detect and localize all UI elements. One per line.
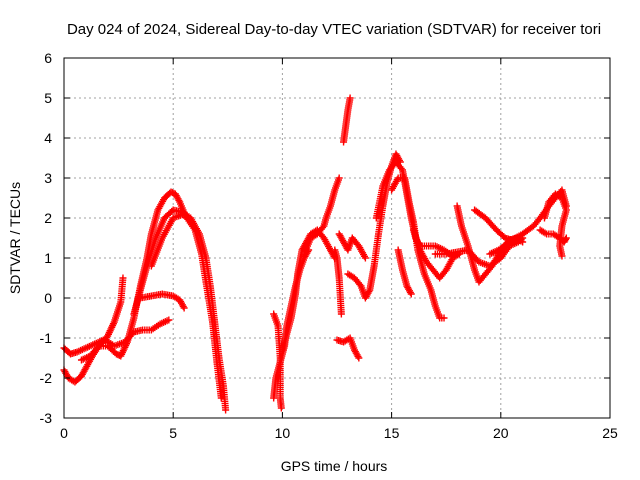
data-point <box>346 94 354 102</box>
data-point <box>365 288 373 296</box>
x-tick-label: 5 <box>169 425 177 441</box>
series-arc-12 <box>331 246 345 318</box>
chart-title: Day 024 of 2024, Sidereal Day-to-day VTE… <box>67 21 601 38</box>
data-series <box>60 94 570 414</box>
x-tick-label: 10 <box>275 425 291 441</box>
data-point <box>356 280 364 288</box>
axis-ticks: 0 5 10 15 20 25 -3 -2 -1 0 1 2 3 4 5 6 <box>40 50 618 441</box>
series-arc-06 <box>136 290 188 312</box>
series-arc-18 <box>388 174 448 322</box>
series-arc-04 <box>101 316 173 350</box>
data-point <box>406 288 414 296</box>
data-point <box>119 274 127 282</box>
x-axis-label: GPS time / hours <box>281 458 388 474</box>
y-tick-label: -3 <box>40 410 53 426</box>
data-point <box>440 314 448 322</box>
data-point <box>361 254 369 262</box>
data-point <box>354 352 362 360</box>
data-point <box>277 404 285 412</box>
series-arc-15 <box>335 230 369 262</box>
y-tick-label: 3 <box>44 170 52 186</box>
data-point <box>558 252 566 260</box>
y-tick-label: 2 <box>44 210 52 226</box>
y-tick-label: -2 <box>40 370 53 386</box>
series-arc-13 <box>333 334 363 362</box>
series-arc-07 <box>147 210 225 402</box>
y-tick-label: 0 <box>44 290 52 306</box>
y-tick-label: 6 <box>44 50 52 66</box>
data-point <box>175 196 183 204</box>
y-tick-label: -1 <box>40 330 53 346</box>
data-point <box>217 394 225 402</box>
series-arc-20 <box>409 226 463 282</box>
data-point <box>179 302 187 310</box>
series-arc-19 <box>394 246 415 298</box>
data-point <box>94 343 102 351</box>
x-tick-label: 20 <box>493 425 509 441</box>
data-point <box>407 290 415 298</box>
series-arc-14 <box>340 94 354 146</box>
x-tick-label: 15 <box>384 425 400 441</box>
data-point <box>335 174 343 182</box>
series-arc-24 <box>486 234 520 258</box>
data-point <box>165 316 173 324</box>
series-arc-11 <box>300 174 343 258</box>
data-point <box>319 224 327 232</box>
y-axis-label: SDTVAR / TECUs <box>7 182 23 294</box>
data-point <box>222 406 230 414</box>
x-tick-label: 0 <box>60 425 68 441</box>
y-tick-label: 1 <box>44 250 52 266</box>
data-point <box>180 304 188 312</box>
y-tick-label: 5 <box>44 90 52 106</box>
data-point <box>355 354 363 362</box>
data-point <box>397 164 405 172</box>
data-point <box>512 234 520 242</box>
plot-border <box>63 57 611 419</box>
x-tick-label: 25 <box>602 425 618 441</box>
series-arc-26 <box>540 190 570 260</box>
series-arc-09 <box>270 310 285 412</box>
y-tick-label: 4 <box>44 130 52 146</box>
data-point <box>337 310 345 318</box>
